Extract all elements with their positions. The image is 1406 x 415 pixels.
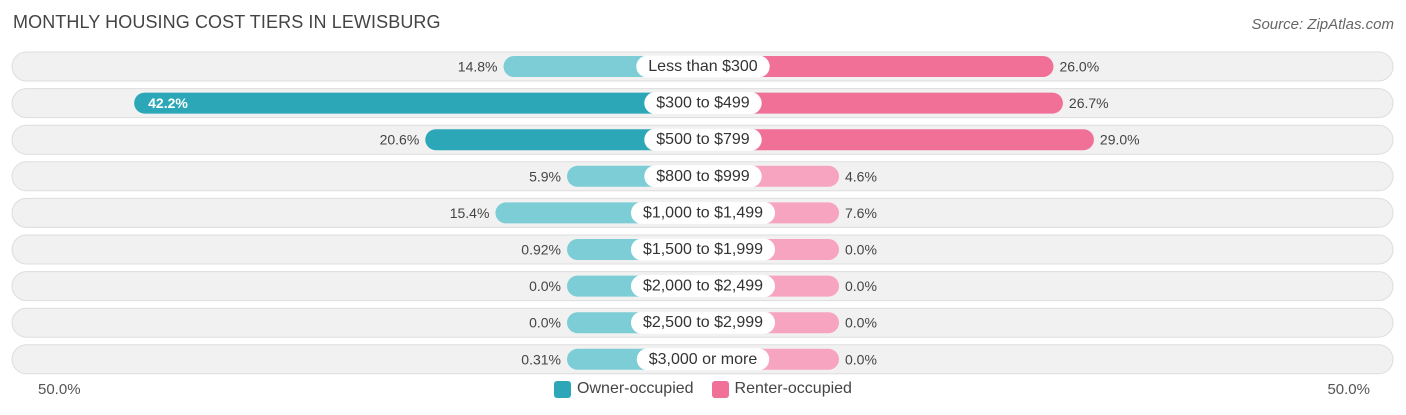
category-pill [644,128,762,151]
category-pill [636,348,770,371]
renter-value-label: 0.0% [845,242,877,258]
owner-value-label: 0.31% [521,351,561,367]
category-pill [630,311,776,334]
owner-swatch [554,380,572,398]
legend: Owner-occupied Renter-occupied [0,380,1406,398]
owner-value-label: 5.9% [529,168,561,184]
legend-owner-label: Owner-occupied [577,380,694,397]
renter-bar [703,129,1094,151]
category-label: $3,000 or more [649,351,758,368]
legend-owner: Owner-occupied [554,380,694,398]
renter-swatch [711,380,729,398]
legend-renter: Renter-occupied [711,380,852,398]
category-pill [630,275,776,298]
category-pill [636,55,770,78]
legend-renter-label: Renter-occupied [734,380,852,397]
diverging-bar-chart: 14.8% 26.0% Less than $300 42.2% 26.7% $300 t… [11,51,1394,375]
category-label: $300 to $499 [656,95,750,112]
axis-left-label: 50.0% [38,381,81,398]
owner-value-label: 14.8% [458,59,498,75]
category-label: $1,000 to $1,499 [643,204,763,221]
renter-value-label: 4.6% [845,168,877,184]
category-pill [644,165,762,188]
category-label: $1,500 to $1,999 [643,241,763,258]
owner-value-label: 20.6% [380,132,420,148]
category-label: $2,000 to $2,499 [643,278,763,295]
owner-value-label: 0.0% [529,278,561,294]
renter-value-label: 26.0% [1059,59,1099,75]
owner-value-label: 42.2% [148,95,188,111]
renter-value-label: 26.7% [1069,95,1109,111]
renter-value-label: 0.0% [845,278,877,294]
renter-bar [703,92,1063,114]
renter-value-label: 7.6% [845,205,877,221]
category-pill [630,238,776,261]
owner-value-label: 0.92% [521,242,561,258]
category-label: Less than $300 [648,58,758,75]
renter-value-label: 0.0% [845,315,877,331]
owner-value-label: 0.0% [529,315,561,331]
renter-bar [703,56,1054,77]
source-label: Source: ZipAtlas.com [1251,16,1394,33]
category-pill [630,201,776,224]
renter-value-label: 29.0% [1100,132,1140,148]
renter-value-label: 0.0% [845,351,877,367]
chart-title: MONTHLY HOUSING COST TIERS IN LEWISBURG [13,12,441,32]
category-label: $2,500 to $2,999 [643,314,763,331]
owner-bar [425,129,703,151]
category-pill [644,92,762,115]
owner-value-label: 15.4% [450,205,490,221]
owner-bar [134,92,704,114]
axis-right-label: 50.0% [1327,381,1370,398]
category-label: $800 to $999 [656,168,750,185]
category-label: $500 to $799 [656,131,750,148]
